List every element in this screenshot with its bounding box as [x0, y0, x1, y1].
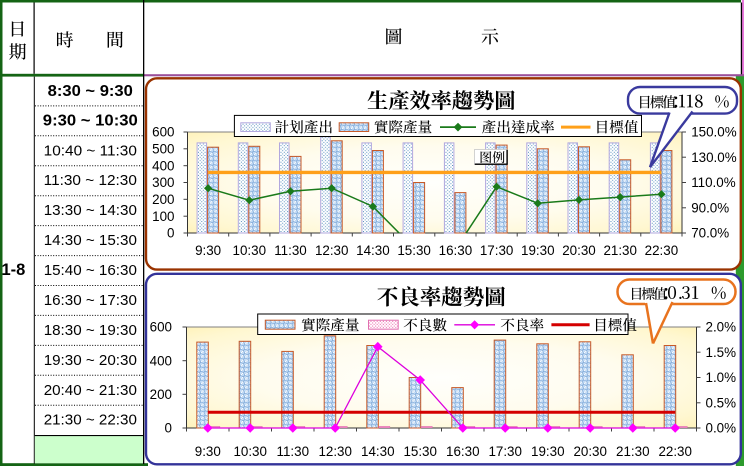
svg-text:11:30 ~ 12:30: 11:30 ~ 12:30 — [44, 172, 137, 189]
svg-text:10:30: 10:30 — [233, 243, 267, 258]
svg-text:9:30 ~ 10:30: 9:30 ~ 10:30 — [43, 112, 138, 129]
svg-text:400: 400 — [150, 353, 172, 368]
svg-text:100: 100 — [152, 209, 174, 224]
svg-text:18:30 ~ 19:30: 18:30 ~ 19:30 — [44, 322, 137, 339]
svg-text:300: 300 — [152, 175, 174, 190]
svg-text:70.0%: 70.0% — [691, 226, 729, 241]
svg-text:15:40 ~ 16:30: 15:40 ~ 16:30 — [44, 262, 137, 279]
svg-text:10:30: 10:30 — [233, 444, 267, 459]
svg-text:12:30: 12:30 — [315, 243, 349, 258]
svg-text:1.5%: 1.5% — [706, 345, 737, 360]
svg-text:21:30: 21:30 — [603, 243, 637, 258]
svg-text:19:30 ~ 20:30: 19:30 ~ 20:30 — [44, 352, 137, 369]
svg-text:0.0%: 0.0% — [706, 421, 737, 436]
svg-text:600: 600 — [150, 320, 172, 335]
svg-text:16:30 ~ 17:30: 16:30 ~ 17:30 — [44, 292, 137, 309]
svg-text:1-8: 1-8 — [1, 261, 25, 279]
svg-text:9:30: 9:30 — [195, 444, 221, 459]
svg-text:8:30 ~ 9:30: 8:30 ~ 9:30 — [48, 83, 133, 100]
svg-text:1.0%: 1.0% — [706, 370, 737, 385]
svg-text:200: 200 — [150, 387, 172, 402]
svg-text:200: 200 — [152, 192, 174, 207]
svg-text:15:30: 15:30 — [397, 243, 431, 258]
svg-text:22:30: 22:30 — [658, 444, 692, 459]
svg-text:110.0%: 110.0% — [691, 175, 736, 190]
svg-text:600: 600 — [152, 125, 174, 140]
svg-text:14:30: 14:30 — [361, 444, 395, 459]
svg-text:11:30: 11:30 — [274, 243, 307, 258]
svg-text:0: 0 — [167, 226, 174, 241]
svg-text:0.5%: 0.5% — [706, 395, 737, 410]
svg-text:500: 500 — [152, 142, 174, 157]
svg-text:22:30: 22:30 — [645, 243, 679, 258]
svg-text:13:30 ~ 14:30: 13:30 ~ 14:30 — [44, 202, 137, 219]
svg-text:21:30 ~ 22:30: 21:30 ~ 22:30 — [44, 412, 137, 429]
svg-text:15:30: 15:30 — [403, 444, 437, 459]
svg-text:12:30: 12:30 — [318, 444, 352, 459]
svg-text:150.0%: 150.0% — [691, 125, 737, 140]
svg-text:20:40 ~ 21:30: 20:40 ~ 21:30 — [44, 382, 137, 399]
svg-text:11:30: 11:30 — [277, 444, 310, 459]
svg-text:130.0%: 130.0% — [691, 150, 737, 165]
svg-text:9:30: 9:30 — [195, 243, 221, 258]
svg-text:20:30: 20:30 — [573, 444, 607, 459]
svg-text:17:30: 17:30 — [480, 243, 514, 258]
svg-text:20:30: 20:30 — [562, 243, 596, 258]
svg-text:14:30 ~ 15:30: 14:30 ~ 15:30 — [44, 232, 137, 249]
svg-text:2.0%: 2.0% — [706, 320, 737, 335]
svg-text:16:30: 16:30 — [446, 444, 480, 459]
svg-text:90.0%: 90.0% — [691, 200, 729, 215]
svg-text:10:40 ~ 11:30: 10:40 ~ 11:30 — [44, 142, 137, 159]
svg-text:16:30: 16:30 — [439, 243, 473, 258]
svg-text:19:30: 19:30 — [531, 444, 565, 459]
svg-text:19:30: 19:30 — [521, 243, 555, 258]
svg-text:0: 0 — [165, 421, 172, 436]
svg-text:400: 400 — [152, 158, 174, 173]
svg-text:17:30: 17:30 — [488, 444, 522, 459]
svg-text:21:30: 21:30 — [616, 444, 650, 459]
svg-text:14:30: 14:30 — [356, 243, 390, 258]
